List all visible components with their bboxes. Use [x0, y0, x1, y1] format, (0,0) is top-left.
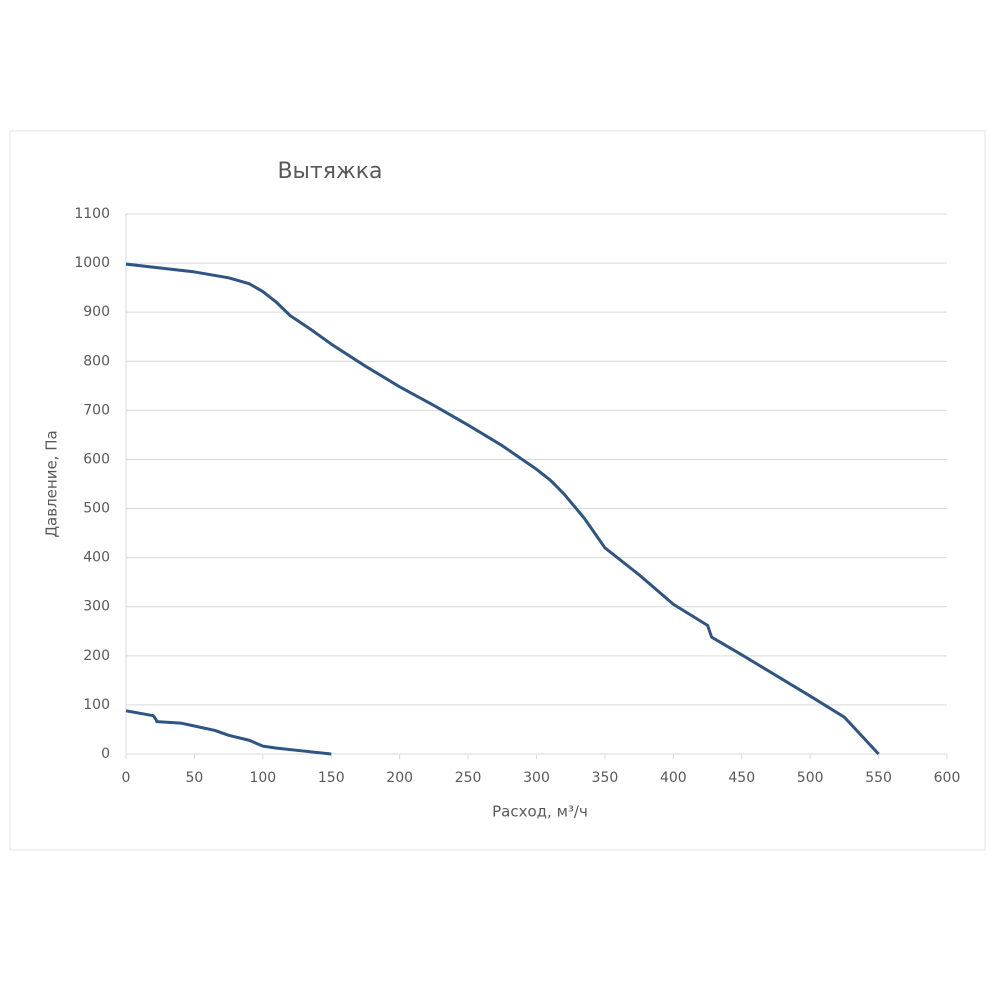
y-tick-label: 500 — [83, 501, 110, 517]
y-tick-label: 1000 — [74, 255, 110, 271]
y-tick-label: 200 — [83, 648, 110, 664]
series-line — [125, 262, 880, 756]
y-axis-label: Давление, Па — [43, 430, 61, 537]
y-tick-label: 600 — [83, 451, 110, 467]
y-tick-label: 400 — [83, 550, 110, 566]
x-tick-label: 250 — [455, 770, 482, 786]
y-tick-label: 300 — [83, 599, 110, 615]
y-tick-label: 0 — [101, 746, 110, 762]
chart-title: Вытяжка — [277, 159, 382, 184]
x-tick-label: 500 — [797, 770, 824, 786]
x-tick-label: 50 — [186, 770, 204, 786]
x-tick-label: 0 — [122, 770, 131, 786]
y-tick-label: 700 — [83, 402, 110, 418]
x-tick-label: 450 — [728, 770, 755, 786]
x-tick-label: 550 — [865, 770, 892, 786]
x-tick-label: 350 — [592, 770, 619, 786]
y-tick-label: 100 — [83, 697, 110, 713]
y-tick-label: 800 — [83, 353, 110, 369]
x-axis-label: Расход, м³/ч — [492, 803, 588, 821]
x-tick-label: 600 — [934, 770, 961, 786]
y-tick-label: 1100 — [74, 206, 110, 222]
x-tick-label: 150 — [318, 770, 345, 786]
x-tick-label: 200 — [386, 770, 413, 786]
x-tick-label: 100 — [249, 770, 276, 786]
x-tick-label: 300 — [523, 770, 550, 786]
y-tick-label: 900 — [83, 304, 110, 320]
chart-frame — [9, 130, 986, 851]
x-tick-label: 400 — [660, 770, 687, 786]
series-line — [125, 709, 332, 756]
